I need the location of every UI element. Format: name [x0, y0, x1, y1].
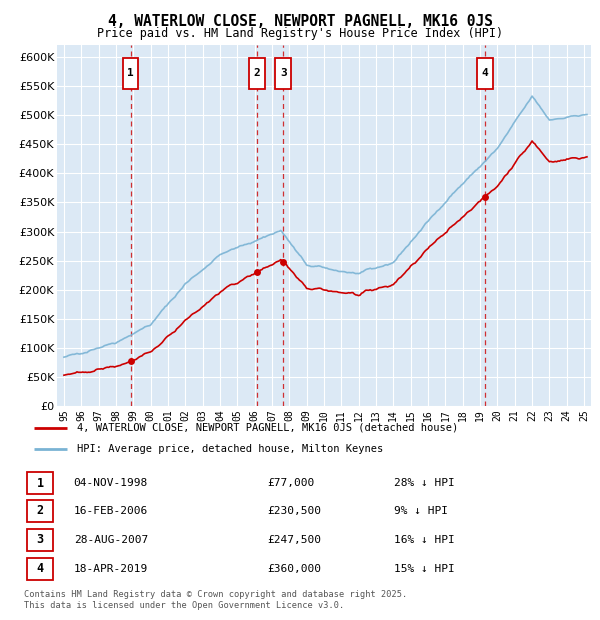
Text: Contains HM Land Registry data © Crown copyright and database right 2025.: Contains HM Land Registry data © Crown c…	[24, 590, 407, 600]
Text: 15% ↓ HPI: 15% ↓ HPI	[394, 564, 455, 574]
Text: 17: 17	[440, 409, 451, 421]
Text: HPI: Average price, detached house, Milton Keynes: HPI: Average price, detached house, Milt…	[77, 445, 383, 454]
Text: £230,500: £230,500	[267, 506, 321, 516]
Text: 13: 13	[371, 409, 381, 421]
Text: 1: 1	[37, 477, 44, 490]
Text: 10: 10	[319, 409, 329, 421]
Text: 22: 22	[527, 409, 537, 421]
Text: 11: 11	[337, 409, 346, 421]
Text: 21: 21	[510, 409, 520, 421]
Text: 28-AUG-2007: 28-AUG-2007	[74, 535, 148, 545]
Text: 16-FEB-2006: 16-FEB-2006	[74, 506, 148, 516]
Text: 3: 3	[37, 533, 44, 546]
Text: 2: 2	[37, 505, 44, 518]
Text: 05: 05	[232, 409, 242, 421]
Text: 96: 96	[76, 409, 86, 421]
Text: 3: 3	[280, 68, 287, 78]
Text: 1: 1	[127, 68, 134, 78]
Text: 02: 02	[180, 409, 190, 421]
Text: 97: 97	[94, 409, 104, 421]
Text: 4: 4	[482, 68, 488, 78]
FancyBboxPatch shape	[27, 558, 53, 580]
Text: 28% ↓ HPI: 28% ↓ HPI	[394, 478, 455, 488]
Text: 12: 12	[353, 409, 364, 421]
Text: 18-APR-2019: 18-APR-2019	[74, 564, 148, 574]
FancyBboxPatch shape	[275, 58, 291, 89]
Text: 9% ↓ HPI: 9% ↓ HPI	[394, 506, 448, 516]
Text: £77,000: £77,000	[267, 478, 314, 488]
Text: 4, WATERLOW CLOSE, NEWPORT PAGNELL, MK16 0JS (detached house): 4, WATERLOW CLOSE, NEWPORT PAGNELL, MK16…	[77, 423, 458, 433]
Text: 08: 08	[284, 409, 295, 421]
Text: 03: 03	[197, 409, 208, 421]
Text: 09: 09	[302, 409, 311, 421]
Text: 4: 4	[37, 562, 44, 575]
Text: 95: 95	[59, 409, 69, 421]
FancyBboxPatch shape	[27, 472, 53, 494]
Text: 16% ↓ HPI: 16% ↓ HPI	[394, 535, 455, 545]
Text: 2: 2	[253, 68, 260, 78]
Text: Price paid vs. HM Land Registry's House Price Index (HPI): Price paid vs. HM Land Registry's House …	[97, 27, 503, 40]
FancyBboxPatch shape	[27, 500, 53, 522]
FancyBboxPatch shape	[27, 529, 53, 551]
Text: 25: 25	[579, 409, 589, 421]
Text: 99: 99	[128, 409, 138, 421]
Text: 06: 06	[250, 409, 260, 421]
FancyBboxPatch shape	[123, 58, 139, 89]
Text: 14: 14	[388, 409, 398, 421]
Text: £360,000: £360,000	[267, 564, 321, 574]
Text: 19: 19	[475, 409, 485, 421]
Text: 98: 98	[111, 409, 121, 421]
Text: £247,500: £247,500	[267, 535, 321, 545]
Text: 07: 07	[267, 409, 277, 421]
Text: 4, WATERLOW CLOSE, NEWPORT PAGNELL, MK16 0JS: 4, WATERLOW CLOSE, NEWPORT PAGNELL, MK16…	[107, 14, 493, 29]
Text: This data is licensed under the Open Government Licence v3.0.: This data is licensed under the Open Gov…	[24, 601, 344, 611]
Text: 24: 24	[562, 409, 572, 421]
Text: 20: 20	[493, 409, 502, 421]
Text: 00: 00	[146, 409, 155, 421]
Text: 04-NOV-1998: 04-NOV-1998	[74, 478, 148, 488]
Text: 15: 15	[406, 409, 416, 421]
Text: 04: 04	[215, 409, 225, 421]
Text: 18: 18	[458, 409, 468, 421]
FancyBboxPatch shape	[477, 58, 493, 89]
FancyBboxPatch shape	[249, 58, 265, 89]
Text: 16: 16	[423, 409, 433, 421]
Text: 23: 23	[544, 409, 554, 421]
Text: 01: 01	[163, 409, 173, 421]
